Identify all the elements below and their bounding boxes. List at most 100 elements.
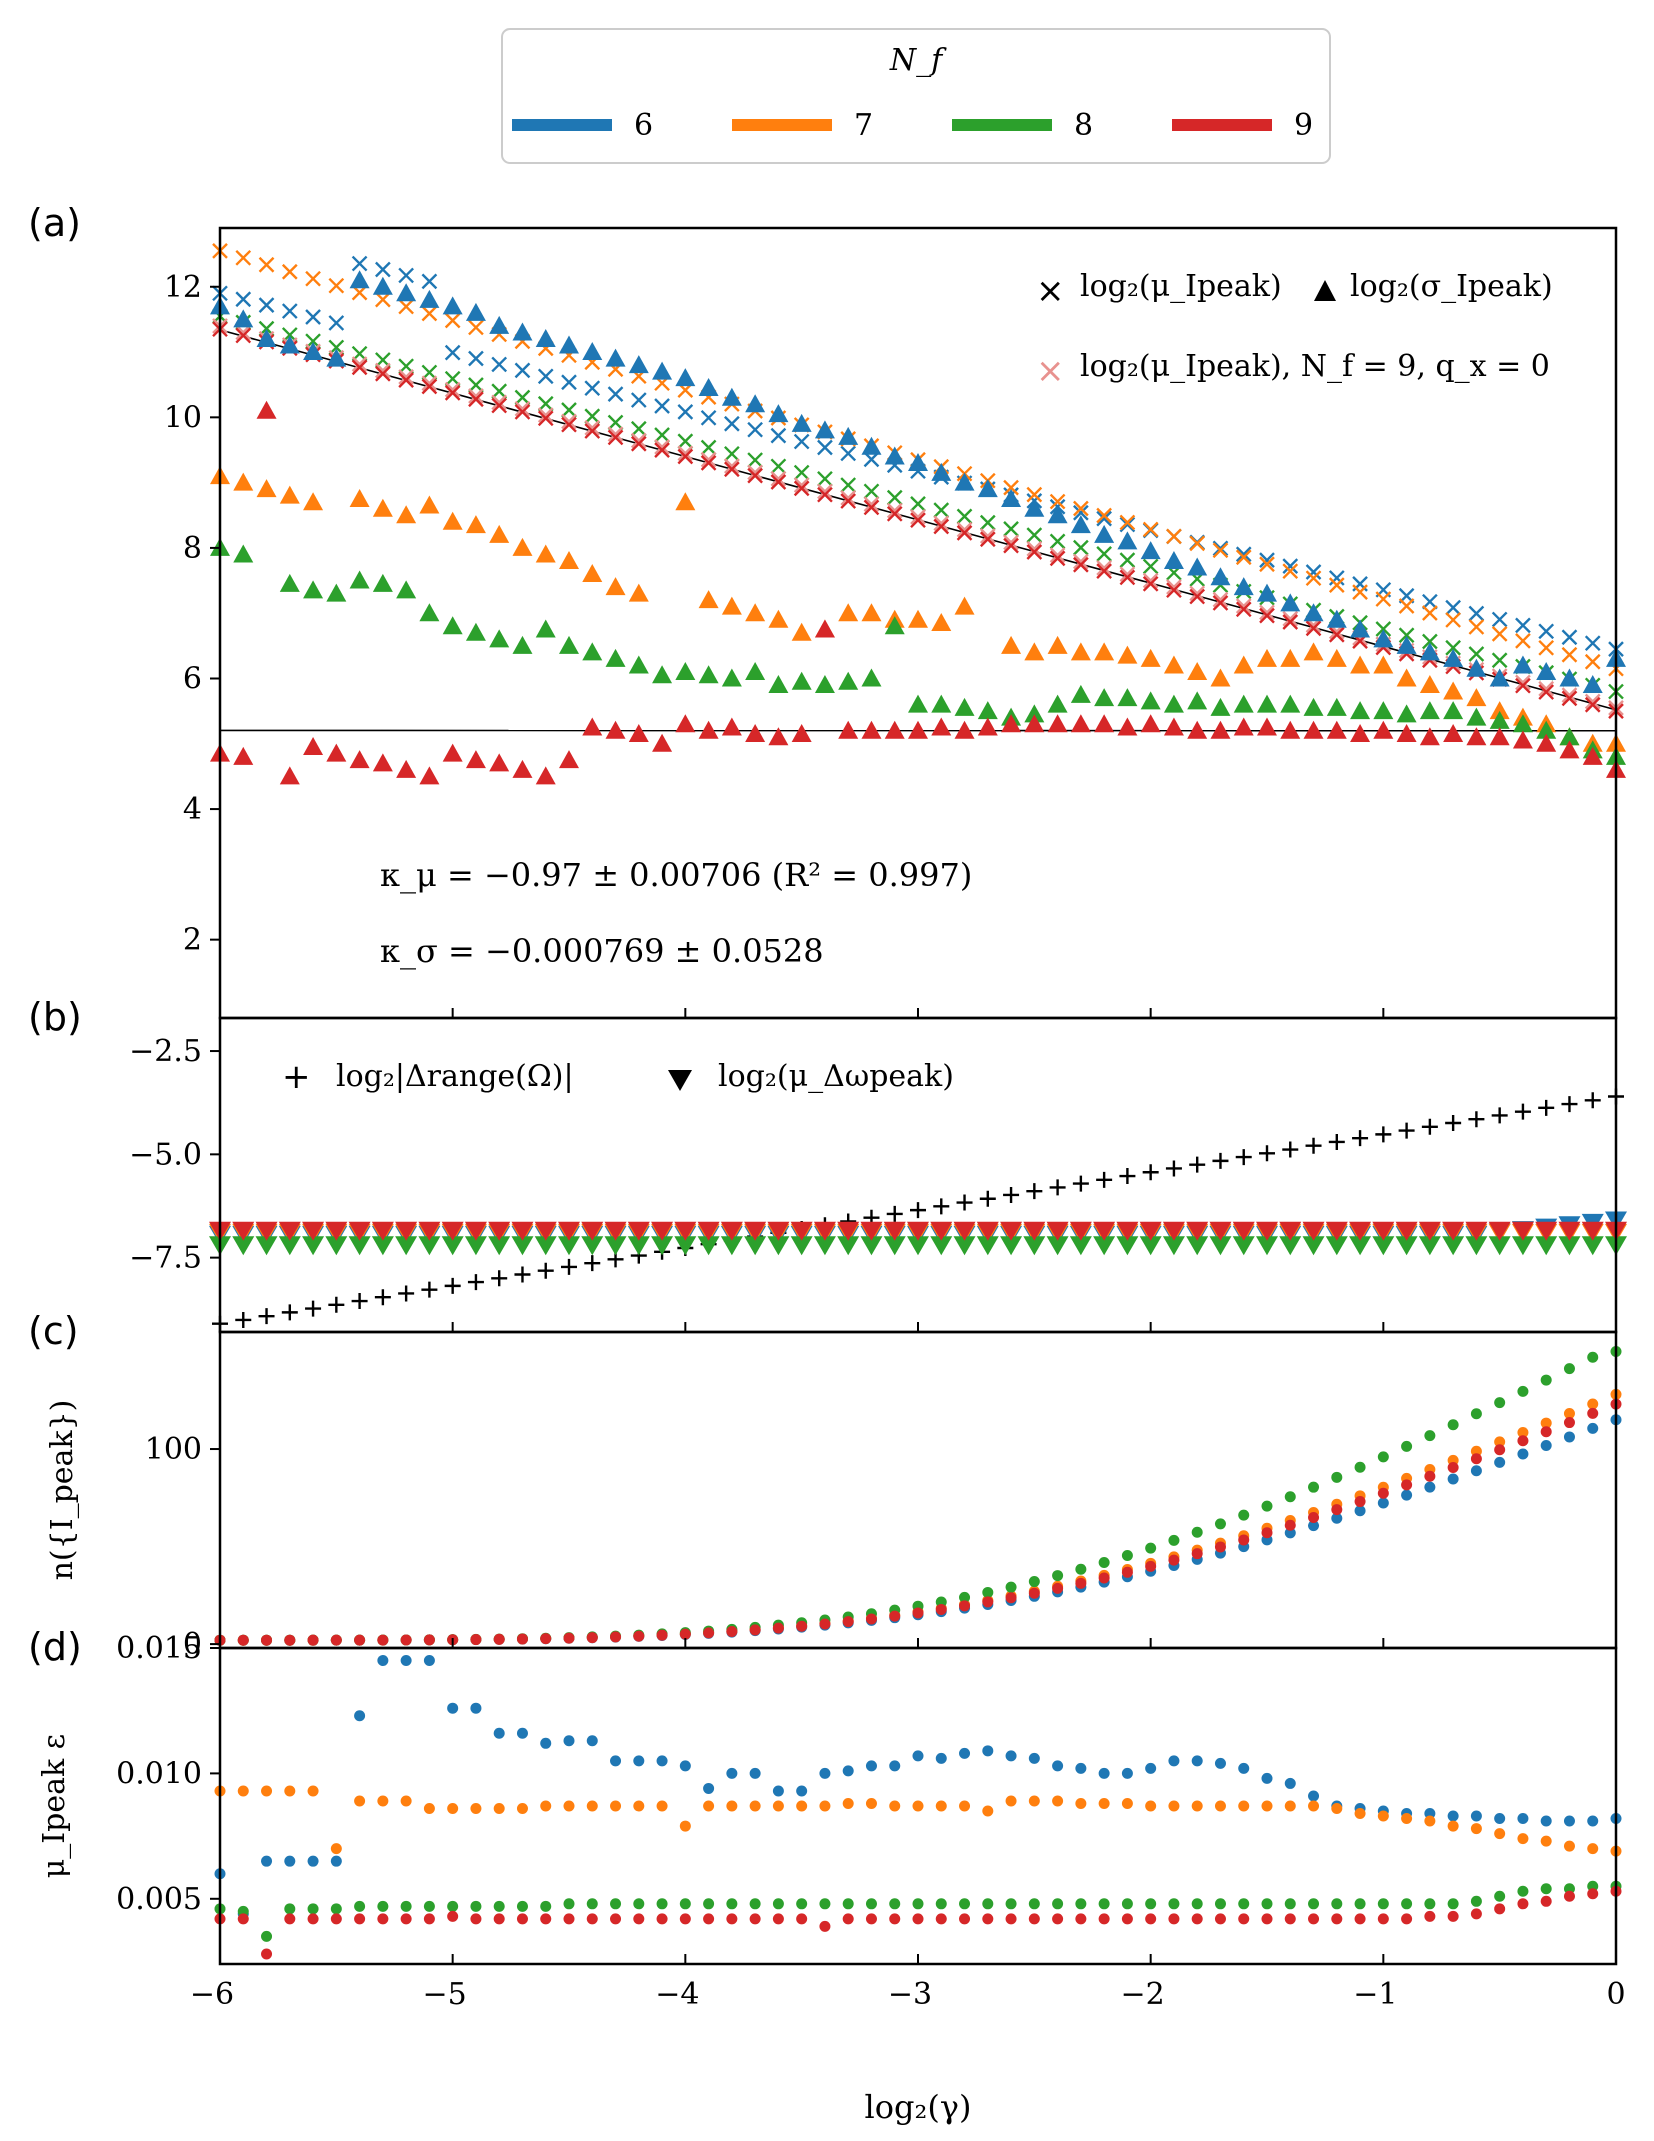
data-point-dot [865,1760,877,1772]
data-point-triangle [628,655,649,674]
data-point-x [561,413,577,430]
data-point-dot [610,1631,622,1643]
data-point-dot [1447,1910,1459,1922]
data-point-triangle-down [837,1236,860,1256]
data-point-triangle [698,590,719,609]
data-point-triangle [1163,694,1184,713]
data-point-dot [1308,1898,1320,1910]
data-point-dot [912,1607,924,1619]
data-point-dot [1121,1767,1133,1779]
data-point-triangle [1466,658,1487,677]
y-tick-label: 0.015 [116,1631,202,1666]
data-point-dot [656,1800,668,1812]
data-point-triangle [1443,723,1464,742]
data-point-dot [354,1795,366,1807]
data-point-dot [1145,1762,1157,1774]
data-point-triangle [1512,655,1533,674]
data-point-triangle [838,671,859,690]
data-point-triangle [1070,684,1091,703]
data-point-triangle [1512,714,1533,733]
data-point-triangle [884,720,905,739]
data-point-triangle [1303,697,1324,716]
data-point-dot [1563,1363,1575,1375]
data-point-dot [1121,1797,1133,1809]
legend-mu-label: log₂(μ_Ipeak) [1080,269,1282,304]
data-point-x [979,528,996,544]
data-point-plus [1282,1141,1299,1158]
data-point-x [630,392,647,408]
data-point-triangle [1466,688,1487,707]
data-point-dot [1424,1815,1436,1827]
data-point-dot [1145,1800,1157,1812]
data-point-triangle [652,733,673,752]
data-point-dot [400,1655,412,1667]
data-point-dot [1587,1407,1599,1419]
data-point-dot [819,1898,831,1910]
data-point-x [1049,533,1066,550]
y-tick-label: 100 [145,1432,202,1467]
data-point-dot [423,1634,435,1646]
data-point-x [1026,527,1043,543]
data-point-dot [889,1913,901,1925]
data-point-dot [470,1900,482,1912]
data-point-dot [1238,1534,1250,1546]
data-point-x [305,270,321,287]
data-point-x [1398,627,1415,644]
data-point-dot [819,1800,831,1812]
data-point-triangle [1024,498,1045,517]
data-point-x [933,518,950,535]
data-point-dot [470,1803,482,1815]
y-tick-label: −5.0 [129,1137,202,1172]
data-point-triangle-down [511,1236,534,1256]
data-point-dot [307,1903,319,1915]
data-point-dot [726,1625,738,1637]
data-point-x [468,319,484,336]
data-point-dot [1238,1762,1250,1774]
data-point-dot [493,1633,505,1645]
data-point-dot [1028,1913,1040,1925]
data-point-triangle-down [1302,1236,1325,1256]
data-point-triangle [582,642,603,661]
data-point-triangle [1094,688,1115,707]
data-point-dot [935,1604,947,1616]
data-point-x [979,531,996,548]
data-point-x [491,383,508,400]
data-point-dot [1284,1777,1296,1789]
data-point-triangle [279,573,300,592]
data-point-triangle [512,537,533,556]
data-point-x [537,407,554,423]
data-point-triangle [1210,697,1231,716]
data-point-dot [1470,1465,1482,1477]
data-point-x [840,493,857,509]
data-point-x [1096,507,1112,524]
data-point-x [1259,604,1275,621]
data-point-triangle [1094,714,1115,733]
data-point-triangle [698,665,719,684]
data-point-plus [235,1311,252,1328]
data-point-x [1584,693,1601,710]
data-point-x [770,458,787,475]
data-point-dot [819,1920,831,1932]
data-point-triangle-down [837,1221,860,1241]
data-point-dot [377,1795,389,1807]
data-point-x [514,389,531,406]
data-point-dot [1563,1840,1575,1852]
data-point-triangle-down [627,1221,650,1241]
data-point-dot [1331,1803,1343,1815]
data-point-x [654,439,670,455]
data-point-x [328,277,345,294]
data-point-dot [1005,1592,1017,1604]
data-point-triangle [1117,645,1138,664]
data-point-triangle [1489,710,1510,729]
data-point-triangle-down [1232,1236,1255,1256]
data-point-dot [1447,1462,1459,1474]
data-point-triangle [768,609,789,628]
data-point-x [886,502,903,519]
data-point-dot [1494,1828,1506,1840]
data-point-triangle [559,550,579,569]
data-point-triangle [489,753,510,772]
data-point-x [514,400,531,417]
data-point-triangle [838,603,859,622]
data-point-triangle [861,668,882,687]
data-point-triangle-down [1116,1236,1139,1256]
